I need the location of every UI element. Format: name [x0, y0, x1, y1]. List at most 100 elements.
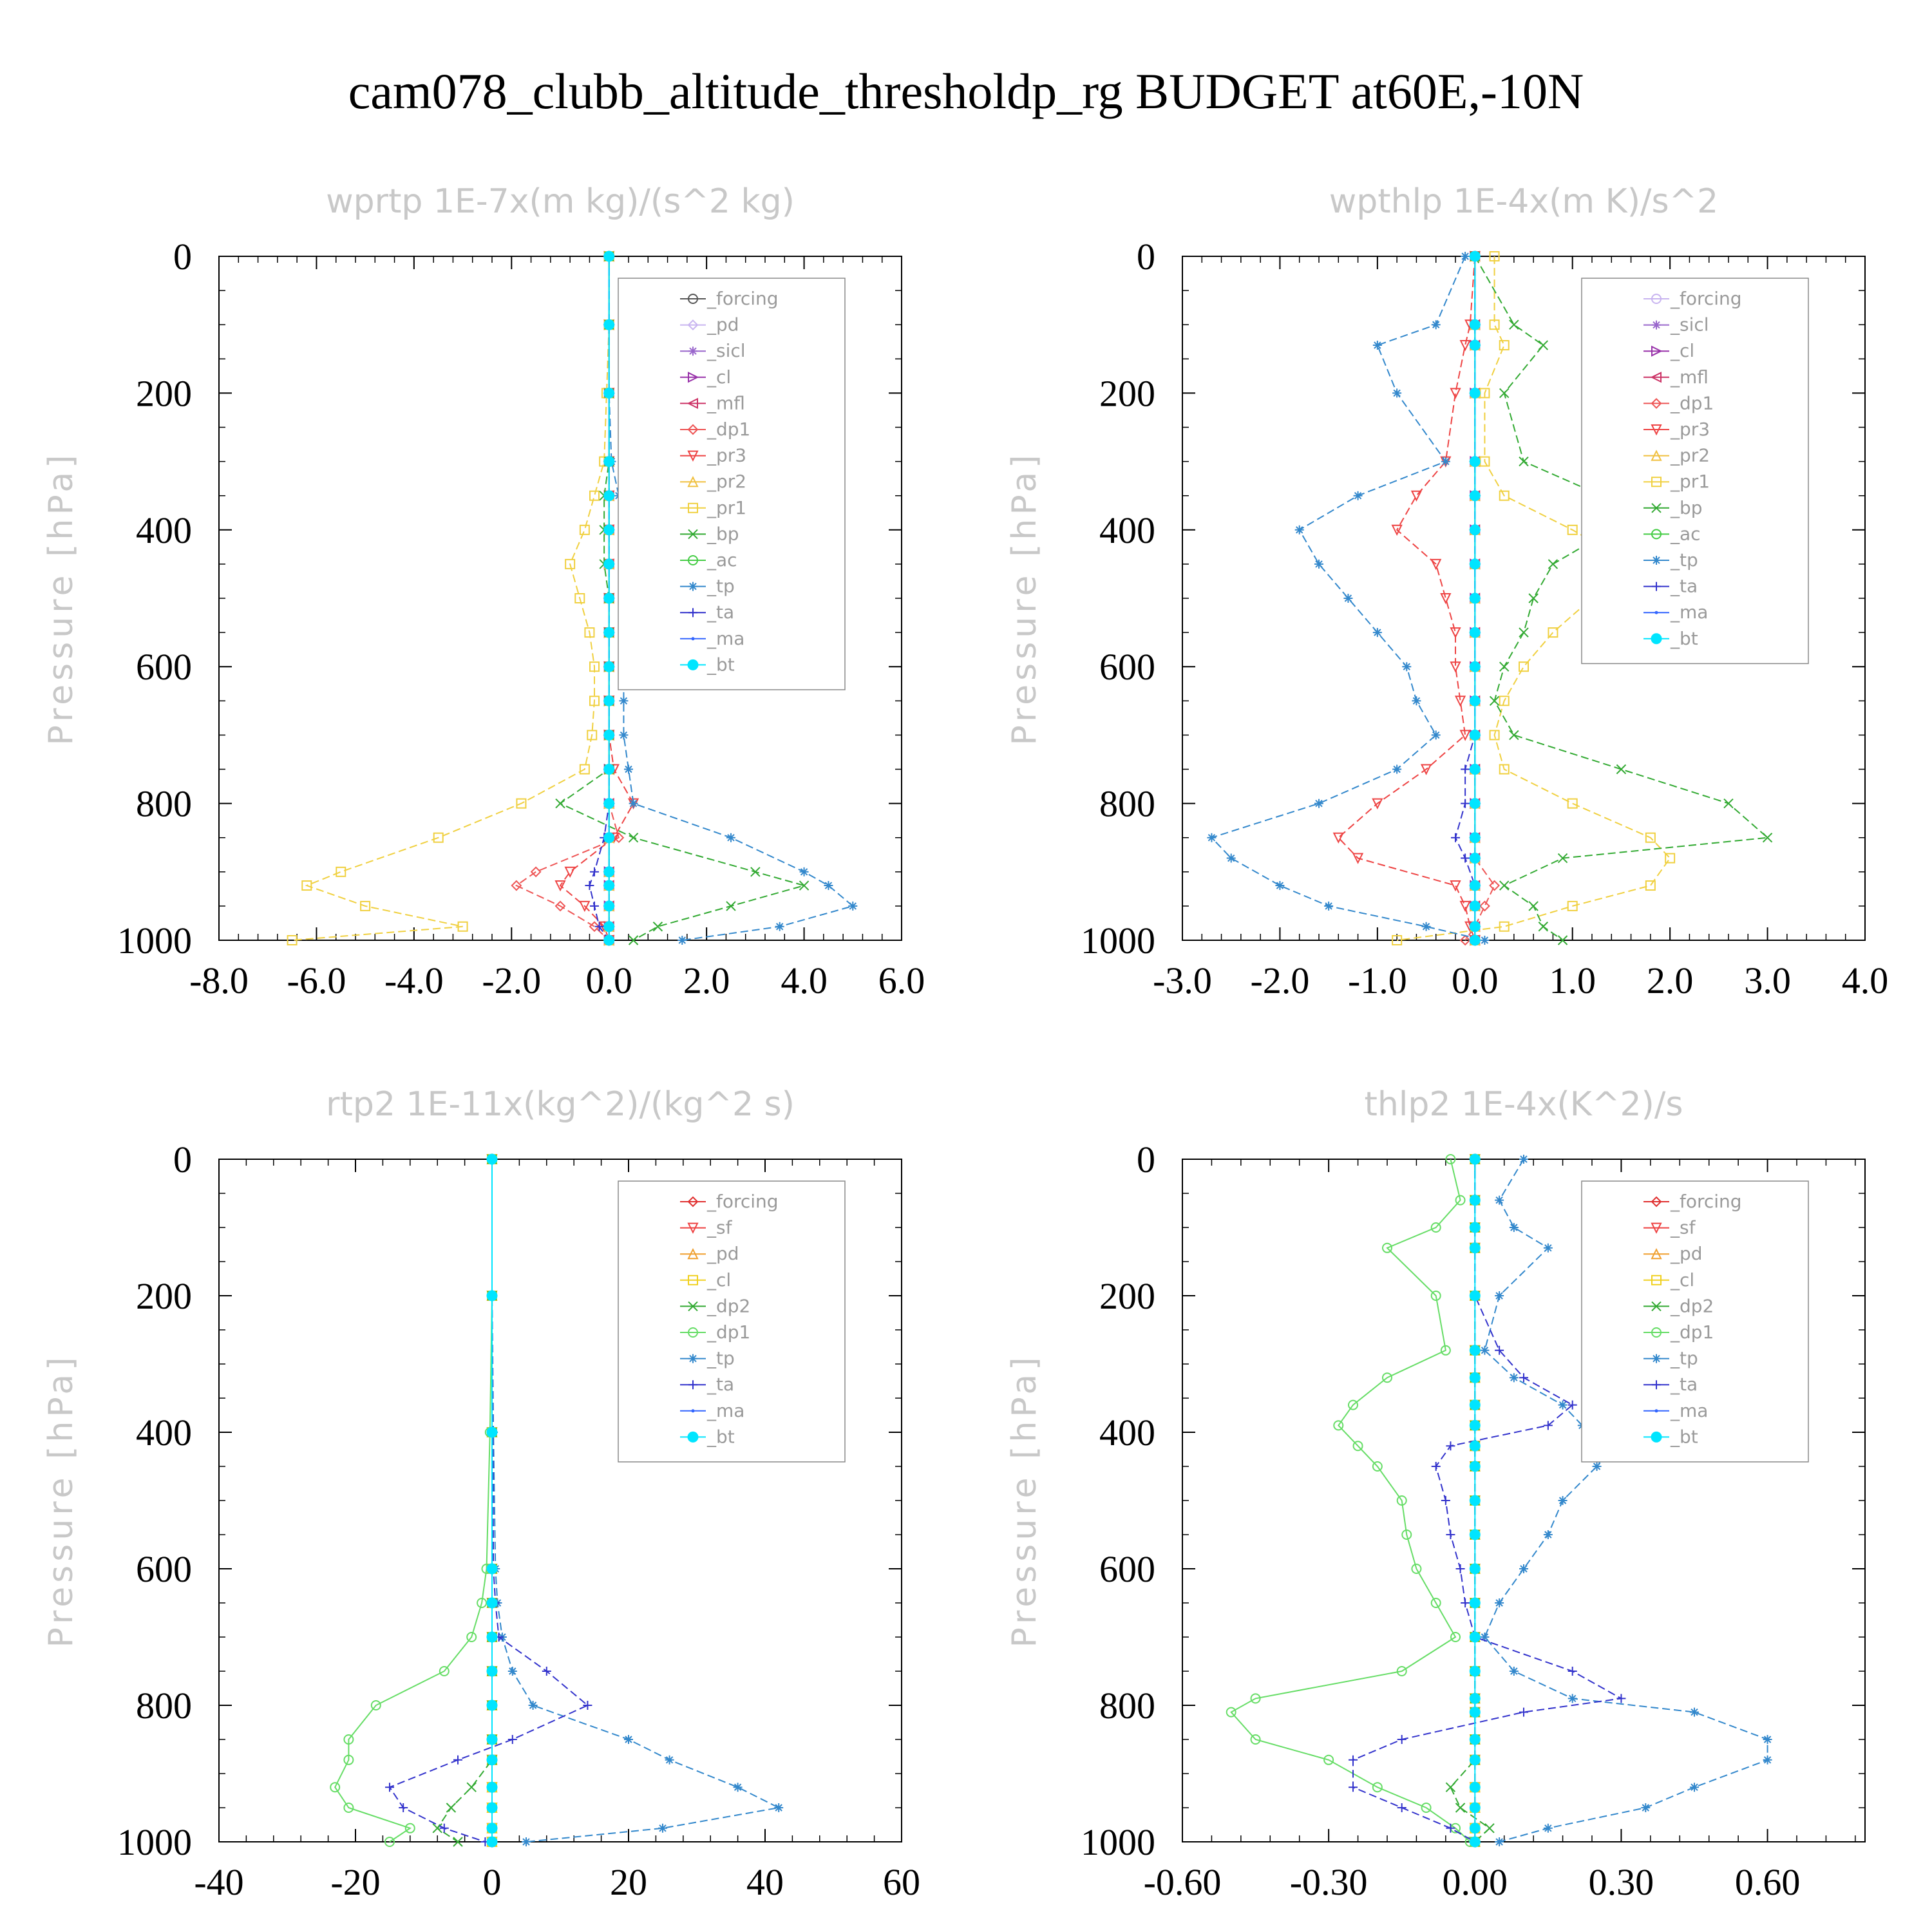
data-point: [1226, 1707, 1236, 1718]
y-axis-label: Pressure [hPa]: [1005, 451, 1044, 746]
legend-label: _bt: [1670, 1426, 1698, 1447]
legend-entry: _pr2: [1643, 445, 1710, 466]
data-point: [1445, 1154, 1456, 1164]
legend-entry: _ac: [1643, 523, 1701, 544]
y-tick-label: 600: [136, 1548, 192, 1590]
legend-marker: [1651, 503, 1662, 513]
data-point: [1519, 456, 1529, 467]
legend-label: _pd: [1670, 1243, 1703, 1264]
x-tick-label: -1.0: [1348, 960, 1407, 1001]
data-point: [1528, 901, 1539, 911]
x-tick-label: 1.0: [1549, 960, 1596, 1001]
data-point: [589, 921, 600, 933]
legend-marker: [687, 1247, 699, 1260]
legend-marker: [1651, 1327, 1662, 1338]
data-point: [1489, 319, 1500, 330]
panels: wprtp 1E-7x(m kg)/(s^2 kg) Pressure [hPa]…: [42, 182, 1888, 1903]
data-point: [1430, 1222, 1441, 1233]
legend-label: _dp2: [706, 1295, 750, 1316]
legend-label: _ac: [1670, 523, 1701, 544]
data-point: [433, 832, 444, 843]
data-point: [1459, 934, 1471, 946]
legend-entry: _ac: [680, 549, 737, 571]
data-point: [1519, 661, 1529, 672]
data-point: [1499, 764, 1510, 775]
y-tick-label: 0: [1137, 1139, 1155, 1180]
legend-label: _tp: [706, 1348, 735, 1369]
data-point: [1469, 1836, 1481, 1848]
data-point: [824, 881, 833, 891]
data-point: [522, 1837, 531, 1846]
series-line: [436, 1159, 493, 1842]
legend: _forcing _sf _pd _cl _dp2 _dp1 _tp _ta _ma _bt: [618, 1180, 846, 1463]
data-point: [1538, 340, 1548, 350]
data-point: [733, 1783, 743, 1792]
data-point: [594, 922, 604, 931]
data-point: [1469, 251, 1481, 262]
legend-label: _dp1: [1670, 392, 1714, 413]
data-point: [1645, 832, 1656, 843]
data-point: [486, 1426, 498, 1438]
data-point: [1499, 490, 1510, 501]
data-point: [1392, 935, 1403, 945]
data-point: [1495, 1291, 1504, 1300]
data-point: [603, 900, 615, 912]
y-axis-label: Pressure [hPa]: [42, 451, 80, 746]
data-point: [1469, 1372, 1481, 1383]
data-point: [603, 524, 615, 536]
data-point: [590, 867, 599, 876]
data-point: [799, 880, 810, 891]
legend-entry: _cl: [1643, 340, 1694, 361]
data-point: [330, 1782, 341, 1793]
data-point: [658, 1823, 667, 1833]
data-point: [603, 798, 615, 810]
data-point: [1690, 1707, 1699, 1717]
chart-panel-4: thlp2 1E-4x(K^2)/s Pressure [hPa] -0.60 -0.…: [1005, 1085, 1866, 1903]
legend-label: _mfl: [1670, 366, 1709, 388]
data-point: [1723, 798, 1734, 809]
panel-title: thlp2 1E-4x(K^2)/s: [1365, 1085, 1683, 1124]
data-point: [1430, 1291, 1441, 1301]
legend-marker: [1651, 477, 1662, 488]
legend: _forcing _sf _pd _cl _dp2 _dp1 _tp _ta _ma _bt: [1581, 1180, 1809, 1463]
data-point: [1616, 764, 1627, 775]
data-point: [1480, 936, 1490, 945]
y-tick-label: 800: [136, 1685, 192, 1727]
data-point: [1763, 1755, 1772, 1765]
legend-label: _tp: [1670, 549, 1698, 571]
y-tick-label: 400: [1099, 509, 1155, 551]
legend-entry: _dp1: [680, 419, 750, 440]
legend-marker: [691, 637, 695, 641]
data-point: [486, 1781, 498, 1793]
legend-marker: [1651, 1301, 1662, 1312]
data-point: [1431, 320, 1441, 330]
data-point: [1489, 880, 1500, 891]
series-dp1: [330, 1154, 497, 1847]
legend: _forcing _pd _sicl _cl _mfl _dp1 _pr3 _pr2 _pr1 _…: [618, 278, 846, 690]
legend-marker: [688, 529, 698, 540]
legend-entry: _cl: [1643, 1269, 1694, 1291]
legend-label: _cl: [1670, 1269, 1694, 1291]
data-point: [486, 1665, 498, 1677]
y-tick-label: 800: [136, 783, 192, 825]
data-point: [603, 661, 615, 672]
legend-marker: [691, 1409, 695, 1413]
data-point: [1454, 696, 1466, 707]
data-point: [399, 1803, 408, 1812]
data-point: [511, 880, 522, 891]
legend-label: _ta: [706, 1374, 734, 1395]
data-point: [1401, 1530, 1412, 1540]
data-point: [432, 1823, 442, 1833]
data-point: [1557, 935, 1568, 945]
legend-label: _dp2: [1670, 1295, 1714, 1316]
data-point: [1543, 1530, 1553, 1539]
data-point: [1469, 1242, 1481, 1254]
data-point: [1469, 695, 1481, 706]
x-tick-label: 0.30: [1589, 1861, 1654, 1903]
y-tick-label: 400: [1099, 1412, 1155, 1454]
legend-label: _sf: [1670, 1217, 1696, 1238]
data-point: [1294, 525, 1304, 535]
data-point: [1349, 1783, 1358, 1792]
data-point: [1480, 1633, 1490, 1642]
legend-entry: _pd: [680, 1243, 739, 1264]
